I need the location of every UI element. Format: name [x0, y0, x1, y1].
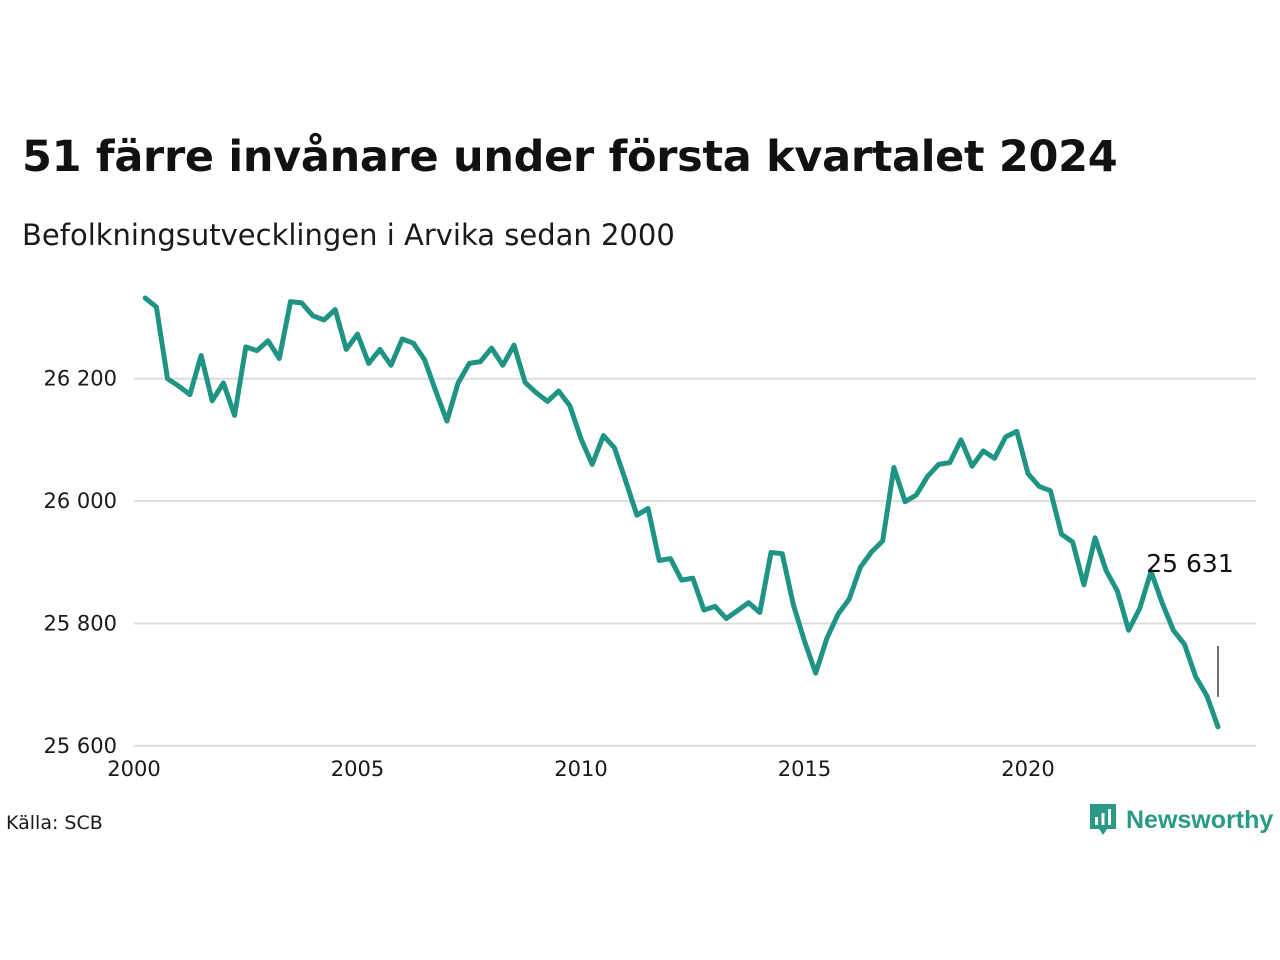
series-line — [142, 295, 1221, 730]
series-layer — [142, 295, 1221, 730]
chart-subtitle: Befolkningsutvecklingen i Arvika sedan 2… — [22, 218, 675, 252]
x-tick-label: 2005 — [331, 757, 384, 781]
x-tick-label: 2020 — [1001, 757, 1054, 781]
newsworthy-logo-icon — [1090, 804, 1116, 835]
y-axis-tick-labels: 25 600 25 800 26 000 26 200 — [44, 367, 117, 758]
annotation-layer: 25 631 — [1146, 549, 1234, 697]
brand-logo: Newsworthy — [1088, 802, 1273, 838]
chart-title: 51 färre invånare under första kvartalet… — [22, 132, 1118, 182]
x-tick-label: 2010 — [554, 757, 607, 781]
source-note: Källa: SCB — [6, 812, 103, 834]
brand-name: Newsworthy — [1126, 805, 1274, 834]
x-axis-tick-labels: 2000 2005 2010 2015 2020 — [107, 757, 1054, 781]
y-tick-label: 26 000 — [44, 489, 117, 513]
gridlines — [134, 377, 1256, 747]
x-tick-label: 2000 — [107, 757, 160, 781]
x-tick-label: 2015 — [778, 757, 831, 781]
y-tick-label: 25 600 — [44, 734, 117, 758]
y-tick-label: 25 800 — [44, 611, 117, 635]
annotation-label: 25 631 — [1146, 549, 1233, 578]
y-tick-label: 26 200 — [44, 367, 117, 391]
